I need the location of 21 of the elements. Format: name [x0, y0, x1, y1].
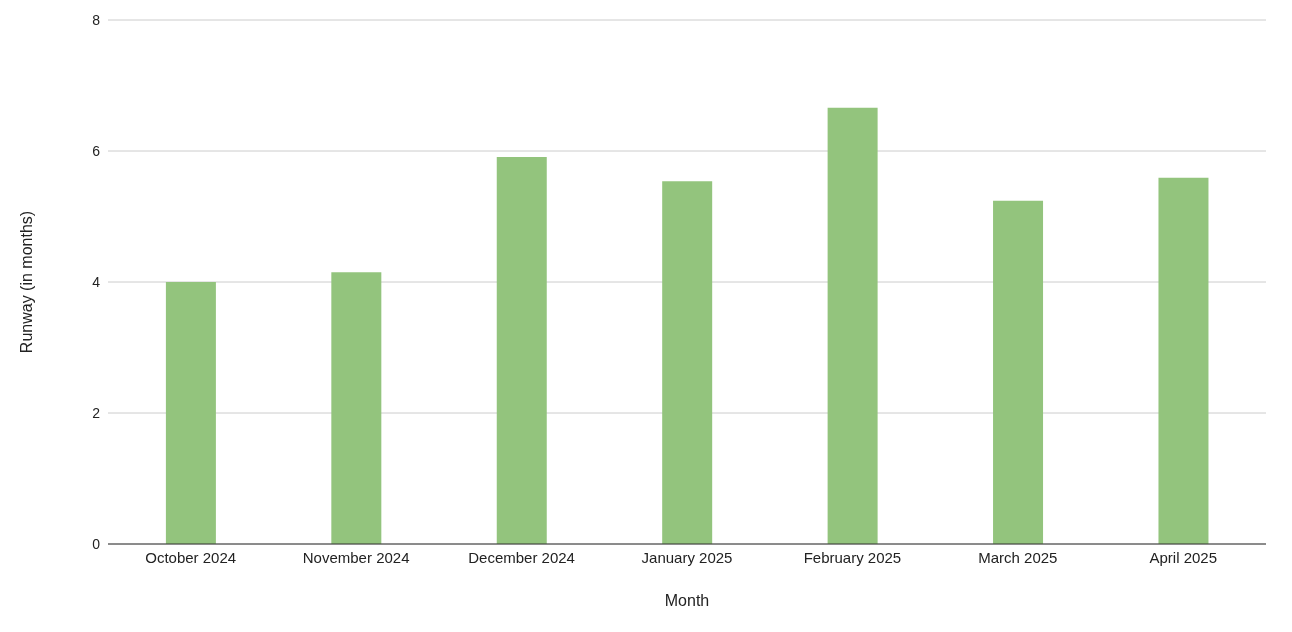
- x-tick-label: December 2024: [468, 548, 575, 566]
- x-tick-label: March 2025: [978, 548, 1058, 566]
- bar: [827, 107, 878, 544]
- bar: [331, 272, 382, 544]
- bar: [165, 282, 216, 544]
- x-tick-label: October 2024: [145, 548, 237, 566]
- bar: [662, 181, 713, 544]
- bar: [496, 156, 547, 544]
- x-tick-label: February 2025: [803, 548, 902, 566]
- x-tick-label: April 2025: [1149, 548, 1218, 566]
- y-axis-title: Runway (in months): [17, 210, 35, 354]
- y-tick-label: 4: [92, 273, 101, 290]
- y-tick-label: 2: [92, 404, 101, 421]
- x-axis-title: Month: [664, 592, 710, 609]
- x-tick-label: November 2024: [302, 548, 410, 566]
- bar: [993, 200, 1044, 544]
- y-tick-label: 6: [92, 142, 101, 159]
- y-tick-label: 8: [92, 11, 101, 28]
- y-tick-label: 0: [92, 535, 101, 552]
- bar: [1158, 177, 1209, 544]
- x-tick-label: January 2025: [641, 548, 733, 566]
